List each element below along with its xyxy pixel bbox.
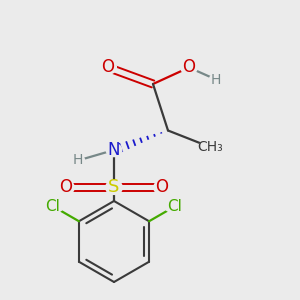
Text: S: S [108, 178, 120, 196]
Text: Cl: Cl [46, 199, 60, 214]
Ellipse shape [199, 140, 221, 154]
Ellipse shape [58, 181, 74, 194]
Text: H: H [73, 154, 83, 167]
Ellipse shape [154, 181, 170, 194]
Ellipse shape [209, 74, 223, 85]
Ellipse shape [165, 200, 186, 213]
Text: Cl: Cl [168, 199, 182, 214]
Ellipse shape [71, 155, 85, 166]
Ellipse shape [181, 61, 197, 74]
Ellipse shape [42, 200, 63, 213]
Text: O: O [182, 58, 196, 76]
Text: O: O [155, 178, 169, 196]
Text: O: O [59, 178, 73, 196]
Text: O: O [101, 58, 115, 76]
Ellipse shape [106, 181, 122, 194]
Text: CH₃: CH₃ [197, 140, 223, 154]
Ellipse shape [106, 143, 122, 157]
Text: H: H [211, 73, 221, 86]
Ellipse shape [100, 61, 116, 74]
Text: N: N [108, 141, 120, 159]
